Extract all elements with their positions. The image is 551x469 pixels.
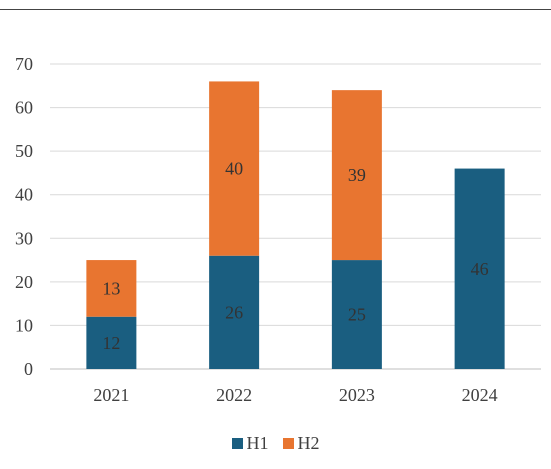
top-divider — [0, 9, 551, 10]
legend: H1 H2 — [0, 433, 551, 454]
y-tick-label: 60 — [15, 98, 33, 118]
x-axis-ticks: 2021 2022 2023 2024 — [93, 385, 497, 405]
legend-label-h2: H2 — [297, 433, 320, 453]
bar-h2-2021 — [86, 260, 137, 317]
y-tick-label: 20 — [15, 272, 33, 292]
x-tick-label: 2023 — [339, 385, 375, 405]
bar-h1-2021 — [86, 316, 137, 369]
data-labels: 12 13 26 40 25 39 46 — [102, 159, 488, 353]
y-tick-label: 70 — [15, 54, 33, 74]
y-tick-label: 50 — [15, 141, 33, 161]
data-label-h2-2021: 13 — [102, 278, 120, 298]
y-tick-label: 40 — [15, 185, 33, 205]
bar-h1-2024 — [454, 168, 505, 369]
data-label-h1-2021: 12 — [102, 333, 120, 353]
legend-item-h1: H1 — [231, 433, 269, 454]
data-label-h1-2024: 46 — [471, 259, 489, 279]
legend-item-h2: H2 — [282, 433, 320, 454]
x-tick-label: 2024 — [462, 385, 498, 405]
data-label-h1-2023: 25 — [348, 305, 366, 325]
bar-h1-2023 — [331, 260, 382, 369]
legend-swatch-h1 — [231, 438, 243, 449]
data-label-h2-2023: 39 — [348, 165, 366, 185]
x-tick-label: 2021 — [93, 385, 129, 405]
y-tick-label: 10 — [15, 315, 33, 335]
data-label-h2-2022: 40 — [225, 159, 243, 179]
y-tick-label: 0 — [24, 359, 33, 379]
data-label-h1-2022: 26 — [225, 302, 243, 322]
bar-h1-2022 — [209, 255, 260, 369]
legend-swatch-h2 — [282, 438, 294, 449]
y-tick-label: 30 — [15, 228, 33, 248]
y-axis-ticks: 0 10 20 30 40 50 60 70 — [15, 54, 33, 379]
bar-h2-2023 — [331, 90, 382, 261]
bars — [86, 81, 505, 369]
legend-label-h1: H1 — [246, 433, 269, 453]
x-tick-label: 2022 — [216, 385, 252, 405]
bar-h2-2022 — [209, 81, 260, 256]
